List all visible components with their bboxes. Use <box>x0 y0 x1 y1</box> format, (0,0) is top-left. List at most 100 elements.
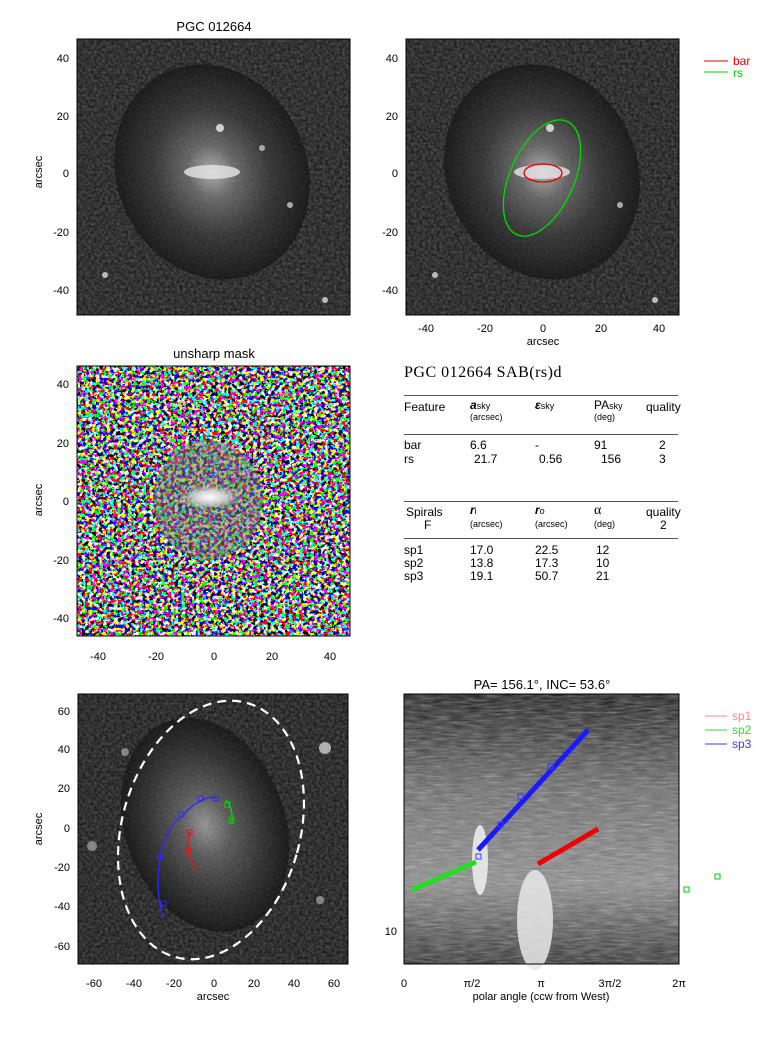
svg-text:-40: -40 <box>54 901 70 913</box>
panel-polar: PA= 156.1°, INC= 53.6° 10 0 π/2 π 3π/2 2… <box>385 677 752 1003</box>
polar-ytick: 10 <box>385 926 397 938</box>
svg-text:40: 40 <box>324 651 336 663</box>
bar-ellipse <box>523 163 563 183</box>
polar-xlabel: polar angle (ccw from West) <box>473 991 610 1003</box>
svg-text:60: 60 <box>328 978 340 990</box>
svg-text:60: 60 <box>58 706 70 718</box>
outlier-marker <box>714 873 721 880</box>
legend-bar: bar <box>733 54 750 68</box>
panel-overlay: 40 20 0 -20 -40 -40 -20 0 20 40 arcsec b… <box>382 38 750 348</box>
svg-text:40: 40 <box>57 53 69 65</box>
hdr-feature: Feature <box>404 400 446 414</box>
deproj-yticks: 60 40 20 0 -20 -40 -60 <box>54 706 70 953</box>
hdr-ri: r <box>470 503 475 517</box>
unsharp-ylabel: arcsec <box>33 483 45 516</box>
svg-text:40: 40 <box>386 53 398 65</box>
svg-text:-60: -60 <box>86 978 102 990</box>
hdr-pa: PA <box>594 398 610 412</box>
unsharp-title: unsharp mask <box>173 346 255 361</box>
legend-sp3: sp3 <box>732 737 752 751</box>
svg-text:-20: -20 <box>166 978 182 990</box>
overlay-xlabel: arcsec <box>527 336 560 348</box>
panel-image: PGC 012664 arcsec 40 20 0 -20 -40 <box>33 19 351 316</box>
svg-text:20: 20 <box>57 111 69 123</box>
legend-sp1: sp1 <box>732 709 752 723</box>
unsharp-yticks: 40 20 0 -20 -40 <box>53 379 69 625</box>
svg-text:40: 40 <box>653 323 665 335</box>
polar-title: PA= 156.1°, INC= 53.6° <box>474 677 611 692</box>
hdr-ro: r <box>535 503 540 517</box>
table-title: PGC 012664 SAB(rs)d <box>404 364 562 381</box>
hdr-alpha: α <box>594 503 602 518</box>
svg-text:-40: -40 <box>53 613 69 625</box>
svg-text:-20: -20 <box>53 227 69 239</box>
svg-text:20: 20 <box>248 978 260 990</box>
sp1-line <box>536 826 600 867</box>
hdr-alpha-unit: (deg) <box>594 519 616 529</box>
overlay-yticks: 40 20 0 -20 -40 <box>382 53 398 297</box>
svg-text:-40: -40 <box>53 285 69 297</box>
deproj-xlabel: arcsec <box>197 991 230 1003</box>
svg-text:-20: -20 <box>477 323 493 335</box>
panel-unsharp: unsharp mask arcsec 40 20 0 -20 -40 -40 … <box>33 346 351 663</box>
svg-text:-60: -60 <box>54 941 70 953</box>
hdr-class: F <box>424 518 432 532</box>
svg-text:20: 20 <box>266 651 278 663</box>
svg-text:0: 0 <box>64 823 70 835</box>
svg-text:3π/2: 3π/2 <box>599 978 622 990</box>
svg-text:20: 20 <box>58 783 70 795</box>
sp2-line <box>410 859 478 893</box>
hdr-a-unit: (arcsec) <box>470 412 503 422</box>
svg-text:20: 20 <box>386 111 398 123</box>
svg-text:-40: -40 <box>126 978 142 990</box>
svg-text:-40: -40 <box>382 285 398 297</box>
svg-text:-40: -40 <box>418 323 434 335</box>
svg-text:π: π <box>537 978 545 990</box>
svg-text:0: 0 <box>63 496 69 508</box>
svg-text:-20: -20 <box>53 555 69 567</box>
svg-text:40: 40 <box>57 379 69 391</box>
rs-ellipse <box>502 119 582 237</box>
unsharp-xticks: -40 -20 0 20 40 <box>90 651 336 663</box>
legend-rs: rs <box>733 66 743 80</box>
svg-text:-20: -20 <box>382 227 398 239</box>
hdr-ri-unit: (arcsec) <box>470 519 503 529</box>
svg-text:40: 40 <box>288 978 300 990</box>
legend-sp2: sp2 <box>732 723 752 737</box>
hdr-eps: ε <box>535 398 541 412</box>
hdr-a: a <box>470 398 477 412</box>
svg-text:40: 40 <box>58 744 70 756</box>
overlay-legend: bar rs <box>704 54 750 80</box>
polar-markers <box>475 763 554 860</box>
hdr-pa-unit: (deg) <box>594 412 616 422</box>
hdr-quality: quality <box>646 400 681 414</box>
svg-text:20: 20 <box>57 438 69 450</box>
deproj-ylabel: arcsec <box>33 812 45 845</box>
outlier-marker <box>683 886 690 893</box>
svg-text:0: 0 <box>211 651 217 663</box>
svg-text:0: 0 <box>63 168 69 180</box>
hdr-ro-unit: (arcsec) <box>535 519 568 529</box>
svg-text:0: 0 <box>540 323 546 335</box>
svg-text:-20: -20 <box>54 862 70 874</box>
deproj-xticks: -60 -40 -20 0 20 40 60 <box>86 978 340 990</box>
polar-legend: sp1 sp2 sp3 <box>705 709 752 751</box>
svg-text:2π: 2π <box>672 978 686 990</box>
svg-text:0: 0 <box>211 978 217 990</box>
image-yticks: 40 20 0 -20 -40 <box>53 53 69 297</box>
svg-text:π/2: π/2 <box>464 978 481 990</box>
hdr-spirals: Spirals <box>406 505 443 519</box>
hdr-sp-quality-val: 2 <box>660 518 667 532</box>
parameter-table: PGC 012664 SAB(rs)d Feature asky (arcsec… <box>404 364 681 583</box>
sp2-arc <box>225 799 233 823</box>
spiral-markers <box>157 795 235 907</box>
svg-text:0: 0 <box>392 168 398 180</box>
image-ylabel: arcsec <box>33 155 45 188</box>
svg-text:20: 20 <box>595 323 607 335</box>
svg-text:-20: -20 <box>148 651 164 663</box>
hdr-sp-quality: quality <box>646 505 681 519</box>
overlay-xticks: -40 -20 0 20 40 <box>418 323 665 335</box>
polar-xticks: 0 π/2 π 3π/2 2π <box>401 978 686 990</box>
image-title: PGC 012664 <box>176 19 251 34</box>
